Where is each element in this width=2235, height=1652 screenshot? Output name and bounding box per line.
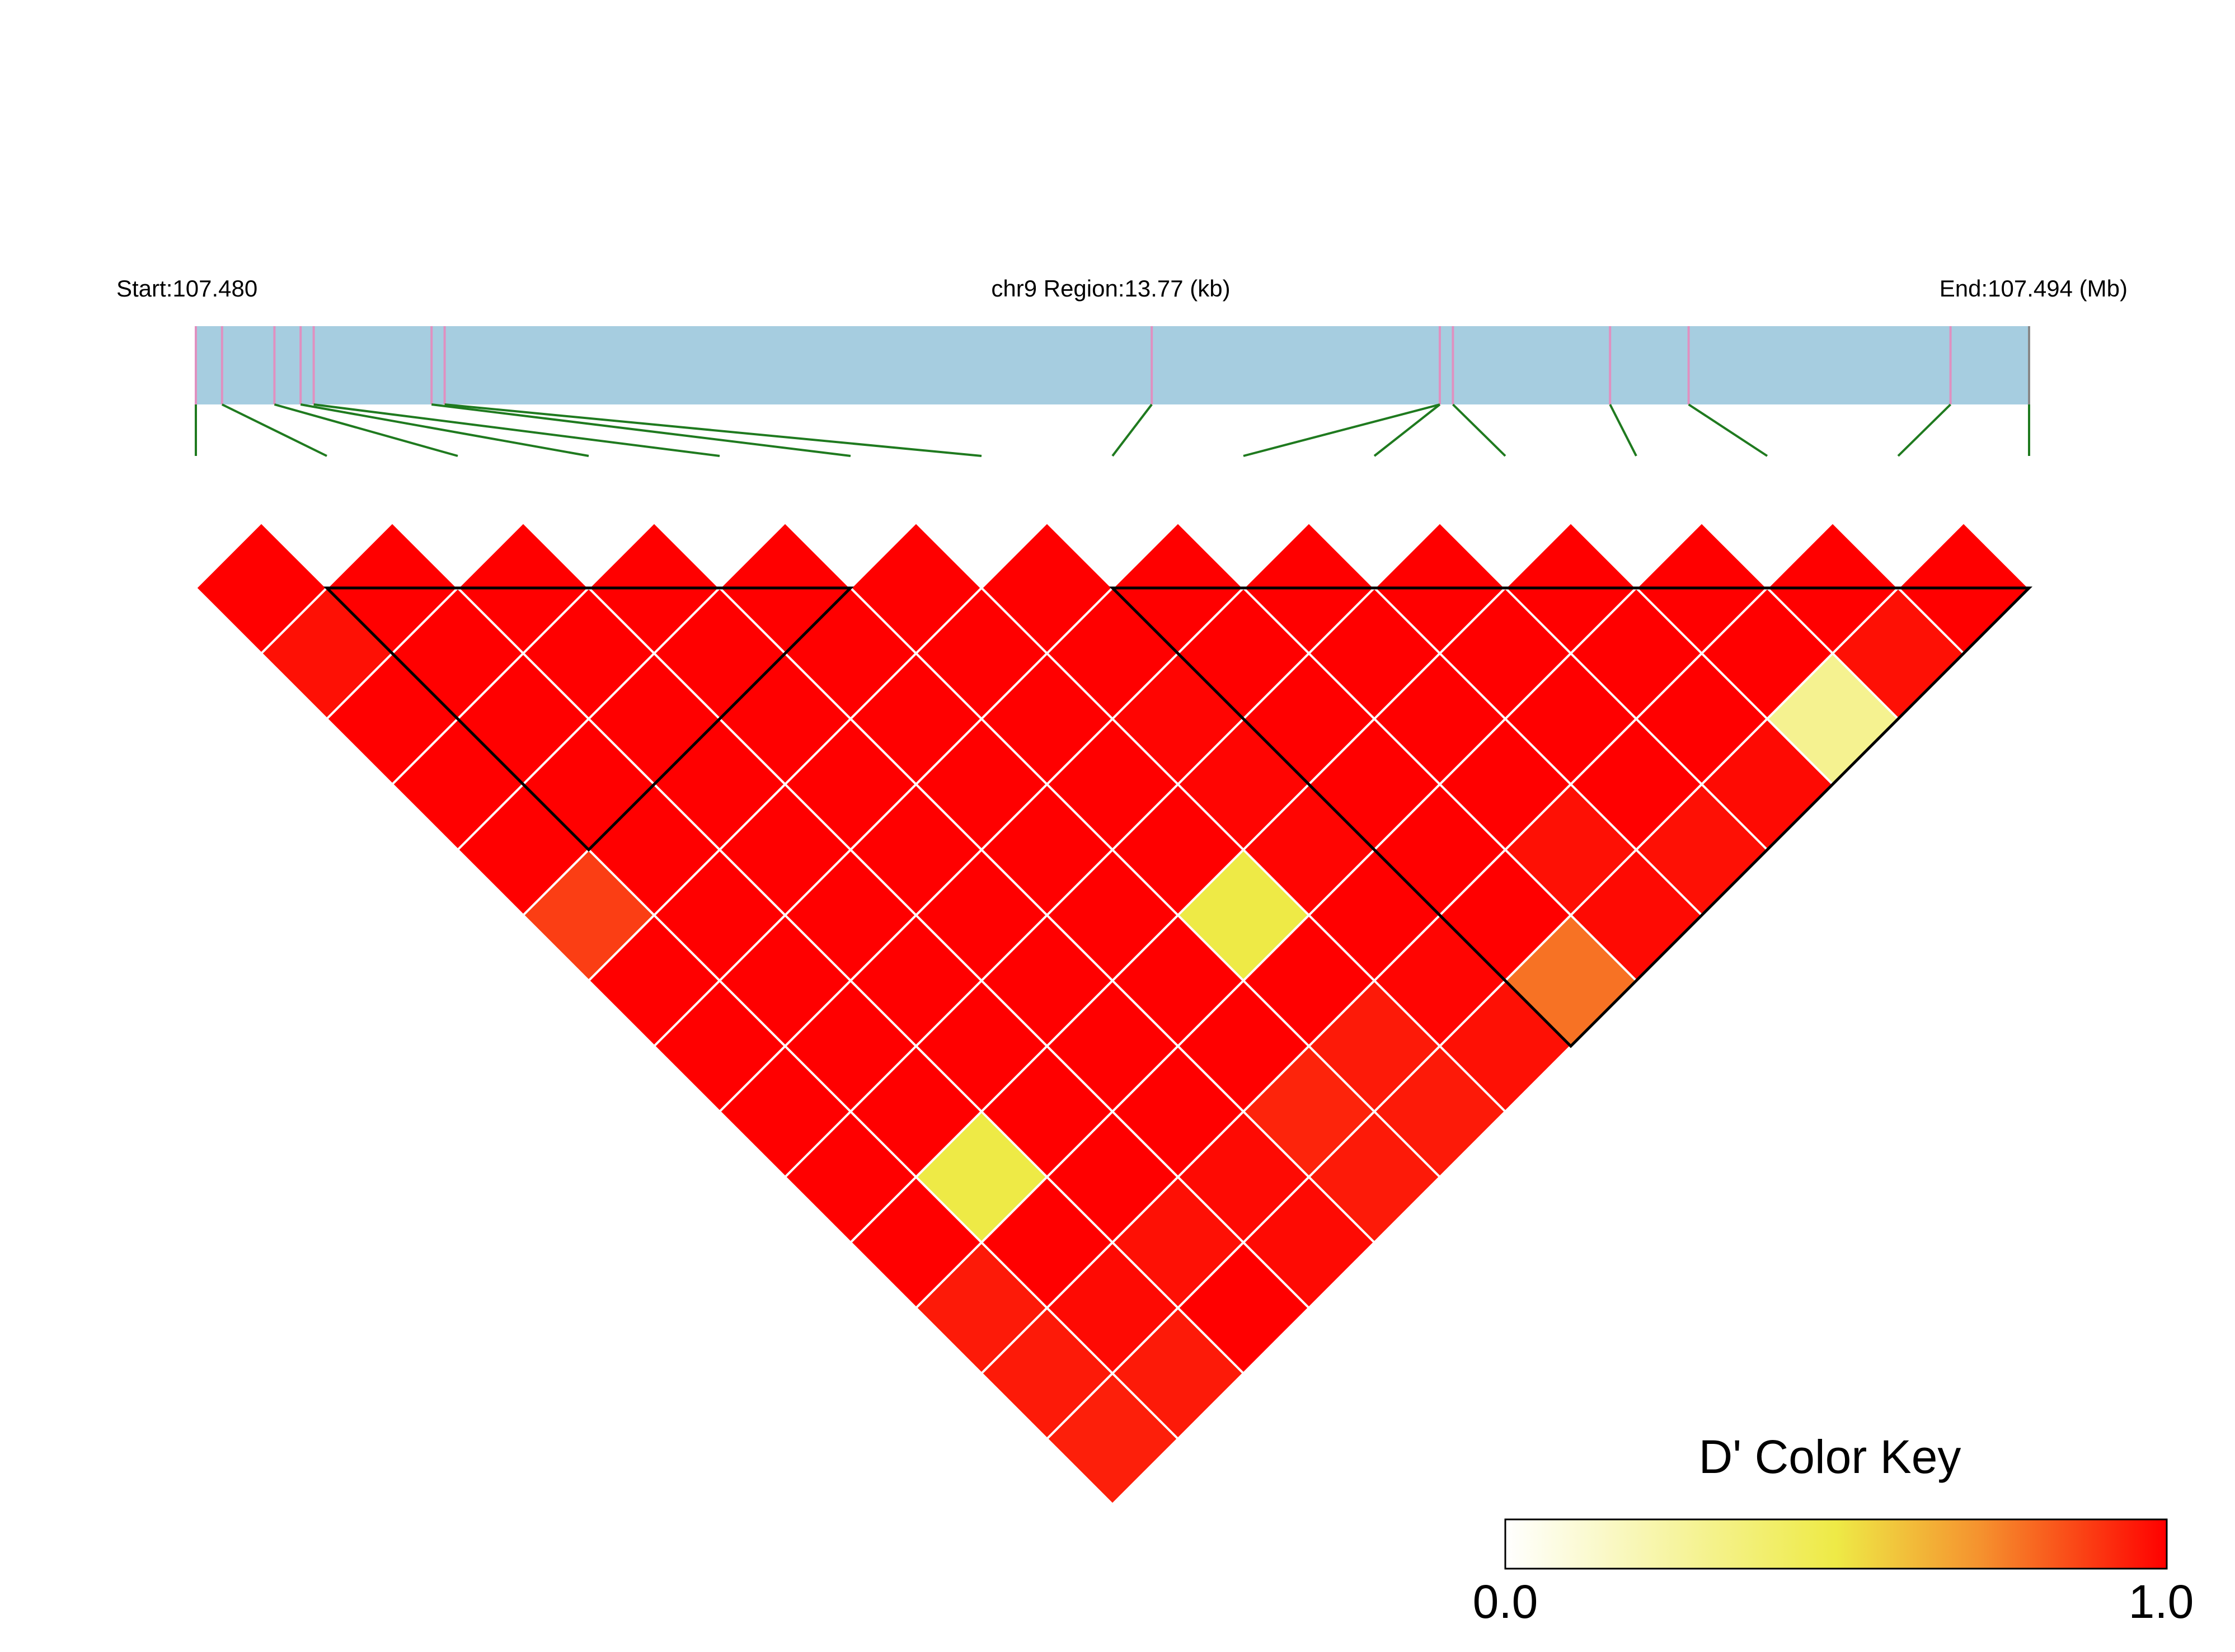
color-key-title: D' Color Key	[1699, 1430, 1961, 1483]
genomic-track	[196, 326, 2029, 404]
region-title: chr9 Region:13.77 (kb)	[991, 275, 1230, 302]
ld-cell	[1045, 1372, 1180, 1506]
ld-block-outline-group	[323, 586, 2033, 1048]
marker-connector	[1609, 404, 1637, 456]
color-key-bar	[1504, 1518, 2168, 1570]
marker-connector	[221, 403, 327, 457]
ld-cell-group	[194, 521, 2031, 1506]
marker-connector	[1897, 403, 1952, 457]
marker-connector	[1111, 403, 1153, 457]
marker-connector	[1452, 403, 1506, 457]
marker-connector	[300, 403, 589, 457]
region-end-label: End:107.494 (Mb)	[1940, 275, 2128, 302]
marker-connector	[1243, 403, 1440, 457]
ld-block-outline	[323, 586, 854, 852]
marker-connector	[431, 403, 851, 457]
snp-tick-group	[195, 326, 2030, 404]
marker-connector	[1373, 403, 1441, 457]
region-start-label: Start:107.480	[116, 275, 257, 302]
color-key-max-label: 1.0	[2129, 1575, 2194, 1628]
marker-connector-group	[195, 403, 2030, 457]
ld-block-outline	[1109, 586, 2033, 1048]
marker-connector	[444, 403, 982, 457]
marker-connector	[274, 403, 458, 457]
marker-connector	[313, 403, 720, 457]
color-key-min-label: 0.0	[1473, 1575, 1538, 1628]
marker-connector	[1688, 403, 1768, 457]
